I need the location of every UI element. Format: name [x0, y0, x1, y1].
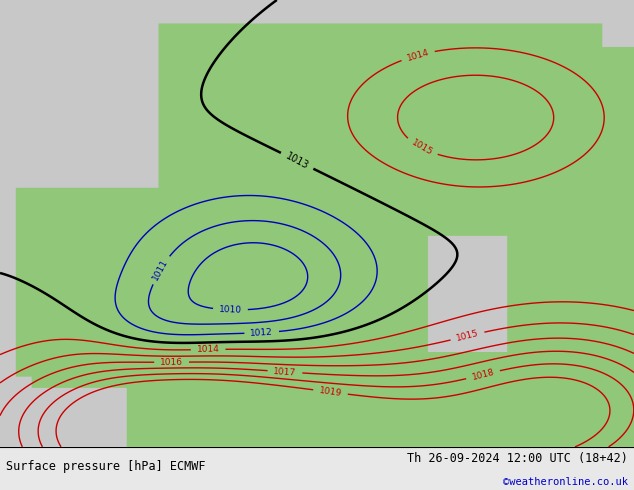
Text: 1017: 1017: [273, 367, 297, 377]
Text: 1019: 1019: [318, 386, 342, 398]
Text: 1015: 1015: [455, 329, 480, 343]
Text: 1018: 1018: [471, 368, 495, 382]
Text: Surface pressure [hPa] ECMWF: Surface pressure [hPa] ECMWF: [6, 460, 206, 473]
Text: 1014: 1014: [197, 345, 219, 354]
Text: 1015: 1015: [410, 138, 434, 157]
Text: Th 26-09-2024 12:00 UTC (18+42): Th 26-09-2024 12:00 UTC (18+42): [407, 452, 628, 466]
Text: 1016: 1016: [160, 358, 183, 367]
Text: ©weatheronline.co.uk: ©weatheronline.co.uk: [503, 477, 628, 487]
Text: 1011: 1011: [151, 258, 170, 282]
Text: 1012: 1012: [250, 327, 273, 338]
Text: 1010: 1010: [219, 305, 242, 315]
Text: 1013: 1013: [284, 150, 310, 171]
Text: 1014: 1014: [406, 48, 430, 63]
